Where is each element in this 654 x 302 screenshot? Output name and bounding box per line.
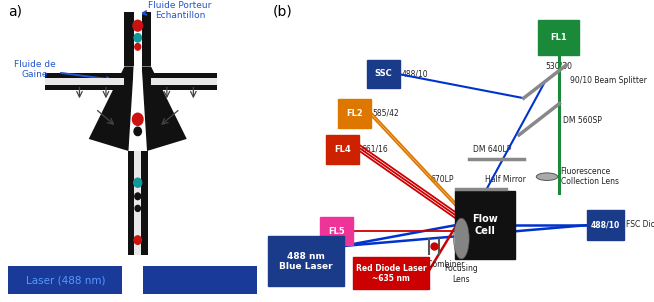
Text: 530/30: 530/30	[545, 61, 572, 70]
Text: Fluide de
Gaine: Fluide de Gaine	[14, 60, 111, 81]
FancyBboxPatch shape	[8, 266, 122, 294]
FancyBboxPatch shape	[143, 266, 257, 294]
Text: 488 nm
Blue Laser: 488 nm Blue Laser	[279, 252, 332, 271]
Text: Focusing
Lens: Focusing Lens	[445, 264, 478, 284]
Text: SSC: SSC	[375, 69, 392, 79]
Polygon shape	[89, 66, 134, 151]
FancyBboxPatch shape	[538, 21, 579, 55]
Circle shape	[134, 34, 141, 42]
FancyBboxPatch shape	[587, 210, 624, 240]
Circle shape	[135, 193, 141, 200]
Polygon shape	[131, 66, 145, 151]
FancyBboxPatch shape	[320, 217, 353, 245]
Text: Red Diode Laser
~635 nm: Red Diode Laser ~635 nm	[356, 264, 426, 283]
Circle shape	[135, 43, 141, 50]
Text: DM 560SP: DM 560SP	[563, 116, 602, 125]
FancyBboxPatch shape	[326, 135, 359, 164]
Circle shape	[135, 205, 141, 211]
FancyBboxPatch shape	[367, 60, 400, 88]
FancyBboxPatch shape	[338, 99, 371, 127]
FancyBboxPatch shape	[45, 73, 124, 90]
Text: DM 640LP: DM 640LP	[473, 145, 511, 154]
FancyBboxPatch shape	[151, 73, 217, 90]
Text: 661/16: 661/16	[361, 145, 388, 154]
FancyBboxPatch shape	[267, 236, 343, 286]
Text: 90/10 Beam Splitter: 90/10 Beam Splitter	[570, 76, 647, 85]
Text: (b): (b)	[273, 5, 292, 18]
Text: Beam Combiner: Beam Combiner	[404, 260, 465, 269]
Text: 585/42: 585/42	[373, 109, 400, 118]
Text: 488/10: 488/10	[402, 69, 428, 79]
Circle shape	[134, 127, 141, 136]
Circle shape	[134, 178, 142, 187]
FancyBboxPatch shape	[151, 78, 217, 85]
Text: Laser (488 nm): Laser (488 nm)	[26, 275, 106, 285]
Text: FL2: FL2	[346, 109, 363, 118]
Circle shape	[132, 113, 143, 125]
Text: FL5: FL5	[328, 226, 345, 236]
Polygon shape	[142, 66, 187, 151]
Text: Flow
Cell: Flow Cell	[472, 214, 498, 236]
Text: Fluide Porteur
Echantillon: Fluide Porteur Echantillon	[142, 1, 212, 20]
FancyBboxPatch shape	[45, 78, 124, 85]
Text: Fluorescence
Collection Lens: Fluorescence Collection Lens	[560, 167, 619, 186]
Text: FL1: FL1	[550, 33, 567, 42]
FancyBboxPatch shape	[134, 151, 141, 255]
Circle shape	[134, 236, 141, 244]
Ellipse shape	[454, 218, 469, 259]
FancyBboxPatch shape	[134, 12, 142, 66]
Text: 670LP: 670LP	[430, 175, 454, 184]
Ellipse shape	[536, 173, 558, 181]
Text: 488/10: 488/10	[591, 220, 620, 230]
Text: FL4: FL4	[334, 145, 351, 154]
FancyBboxPatch shape	[128, 151, 148, 255]
Text: Half Mirror: Half Mirror	[485, 175, 526, 184]
FancyBboxPatch shape	[124, 12, 151, 66]
Text: a): a)	[8, 5, 22, 18]
FancyBboxPatch shape	[455, 191, 515, 259]
Circle shape	[133, 20, 143, 31]
Text: FSC Diode: FSC Diode	[626, 220, 654, 230]
FancyBboxPatch shape	[353, 257, 429, 289]
